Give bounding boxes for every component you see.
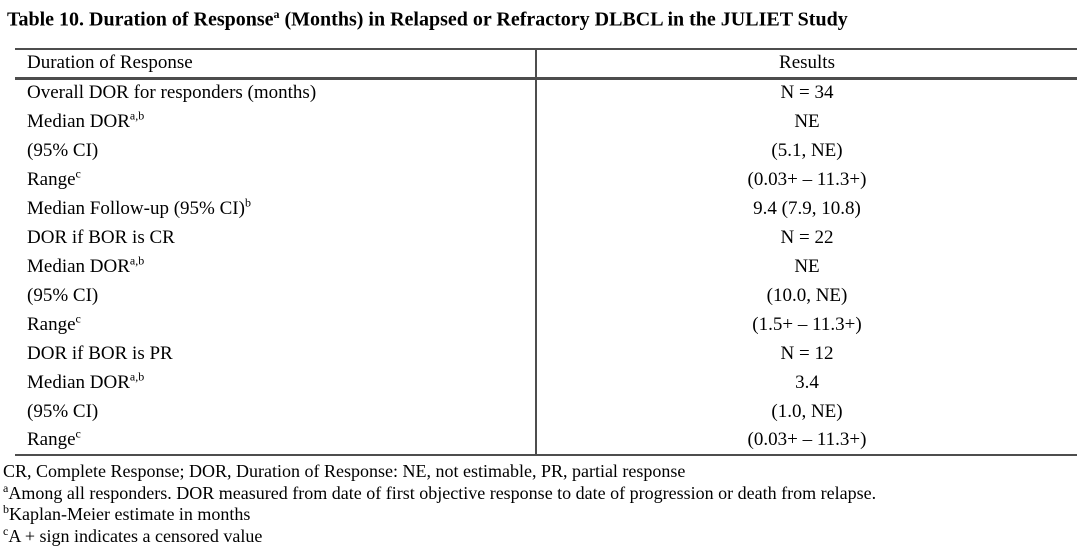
row-label: Overall DOR for responders (months) (27, 82, 317, 104)
footnote-marker: c (3, 523, 9, 538)
table-row: (95% CI) (5.1, NE) (15, 136, 1077, 165)
row-label-cell: Rangec (15, 165, 537, 194)
row-value: (1.0, NE) (771, 400, 843, 422)
footnote-marker: a (3, 480, 9, 495)
table-row: Median DORa,b NE (15, 252, 1077, 281)
footnote-marker: b (3, 502, 9, 516)
row-label-cell: DOR if BOR is PR (15, 339, 537, 368)
row-label: Range (27, 429, 76, 451)
row-value: (0.03+ – 11.3+) (747, 429, 867, 451)
row-label: (95% CI) (27, 139, 99, 161)
row-label: Range (27, 313, 76, 335)
row-label: DOR if BOR is CR (27, 226, 175, 248)
row-label-cell: (95% CI) (15, 136, 537, 165)
row-superscript: c (75, 166, 81, 181)
footnote-a: aAmong all responders. DOR measured from… (3, 480, 877, 505)
row-label-cell: DOR if BOR is CR (15, 223, 537, 252)
table-title-superscript: a (273, 7, 280, 21)
row-label: DOR if BOR is PR (27, 342, 173, 364)
table-row: (95% CI) (10.0, NE) (15, 281, 1077, 310)
row-value: N = 22 (780, 226, 834, 248)
row-superscript: a,b (129, 108, 145, 123)
row-label-cell: Rangec (15, 310, 537, 339)
row-label-cell: (95% CI) (15, 397, 537, 426)
row-value: (10.0, NE) (766, 284, 848, 306)
table-row: Rangec (0.03+ – 11.3+) (15, 426, 1077, 455)
table-title: Table 10. Duration of Responsea (Months)… (7, 7, 848, 32)
header-cell-duration-of-response: Duration of Response (15, 49, 537, 78)
row-value: N = 12 (780, 342, 834, 364)
duration-of-response-table: Duration of Response Results Overall DOR… (15, 48, 1077, 456)
row-value: NE (794, 255, 820, 277)
row-superscript: c (75, 426, 81, 441)
table-body: Overall DOR for responders (months) N = … (15, 78, 1077, 455)
row-label: Median DOR (27, 371, 130, 393)
row-label: (95% CI) (27, 284, 99, 306)
table-row: Median Follow-up (95% CI)b 9.4 (7.9, 10.… (15, 194, 1077, 223)
table-row: DOR if BOR is PR N = 12 (15, 339, 1077, 368)
footnote-text: Among all responders. DOR measured from … (8, 482, 877, 503)
row-value: N = 34 (780, 82, 834, 104)
footnote-c: cA + sign indicates a censored value (3, 523, 876, 546)
header-cell-results: Results (779, 52, 835, 74)
row-label: Median DOR (27, 255, 130, 277)
row-label-cell: Overall DOR for responders (months) (15, 78, 537, 107)
table-row: Rangec (1.5+ – 11.3+) (15, 310, 1077, 339)
footnote-b: bKaplan-Meier estimate in months (3, 502, 876, 526)
row-value: (1.5+ – 11.3+) (752, 313, 862, 335)
row-value: NE (794, 110, 820, 132)
table-title-post: (Months) in Relapsed or Refractory DLBCL… (279, 8, 848, 31)
row-value: 9.4 (7.9, 10.8) (753, 197, 861, 219)
row-label-cell: Median DORa,b (15, 107, 537, 136)
row-label: (95% CI) (27, 400, 99, 422)
footnote-text: A + sign indicates a censored value (8, 525, 263, 546)
row-label: Median DOR (27, 110, 130, 132)
row-label: Median Follow-up (95% CI) (27, 197, 245, 219)
row-label-cell: Rangec (15, 426, 537, 455)
row-value: 3.4 (795, 371, 819, 393)
row-superscript: a,b (129, 369, 145, 384)
table-row: Median DORa,b 3.4 (15, 368, 1077, 397)
row-label: Range (27, 168, 76, 190)
table-row: Overall DOR for responders (months) N = … (15, 78, 1077, 107)
row-label-cell: Median Follow-up (95% CI)b (15, 194, 537, 223)
row-superscript: b (244, 195, 251, 210)
row-label-cell: Median DORa,b (15, 252, 537, 281)
row-superscript: c (75, 311, 81, 326)
table-row: Median DORa,b NE (15, 107, 1077, 136)
footnote-abbreviations: CR, Complete Response; DOR, Duration of … (3, 461, 876, 483)
footnote-text: Kaplan-Meier estimate in months (9, 504, 251, 524)
row-value: (5.1, NE) (771, 139, 843, 161)
footnote-text: CR, Complete Response; DOR, Duration of … (3, 461, 686, 481)
row-label-cell: (95% CI) (15, 281, 537, 310)
footnotes: CR, Complete Response; DOR, Duration of … (3, 461, 876, 546)
table-title-pre: Table 10. Duration of Response (7, 8, 274, 31)
table-row: (95% CI) (1.0, NE) (15, 397, 1077, 426)
row-value: (0.03+ – 11.3+) (747, 168, 867, 190)
table-row: Rangec (0.03+ – 11.3+) (15, 165, 1077, 194)
table-header: Duration of Response Results (15, 49, 1077, 78)
row-superscript: a,b (129, 253, 145, 268)
header-row: Duration of Response Results (15, 49, 1077, 78)
table-row: DOR if BOR is CR N = 22 (15, 223, 1077, 252)
row-label-cell: Median DORa,b (15, 368, 537, 397)
